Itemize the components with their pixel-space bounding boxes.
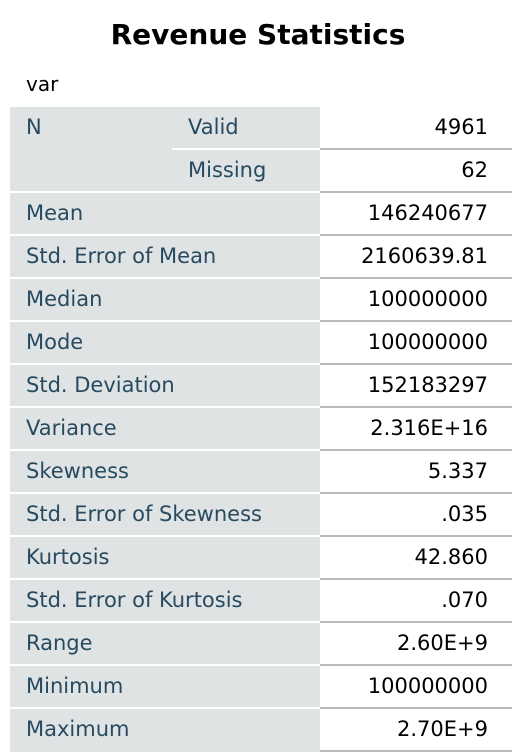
row-label-mode: Mode xyxy=(10,321,320,365)
cell-value-median: 100000000 xyxy=(320,278,512,322)
table-row: Median 100000000 xyxy=(10,278,512,322)
cell-value-minimum: 100000000 xyxy=(320,665,512,709)
row-label-mean: Mean xyxy=(10,192,320,236)
table-row: Std. Deviation 152183297 xyxy=(10,364,512,408)
cell-value-mean: 146240677 xyxy=(320,192,512,236)
cell-value-missing: 62 xyxy=(320,149,512,193)
table-row: Mean 146240677 xyxy=(10,192,512,236)
row-label-maximum: Maximum xyxy=(10,708,320,752)
row-label-std-error-skewness: Std. Error of Skewness xyxy=(10,493,320,537)
cell-value-maximum: 2.70E+9 xyxy=(320,708,512,752)
cell-value-range: 2.60E+9 xyxy=(320,622,512,666)
table-row: Std. Error of Skewness .035 xyxy=(10,493,512,537)
cell-value-std-deviation: 152183297 xyxy=(320,364,512,408)
table-row: Std. Error of Mean 2160639.81 xyxy=(10,235,512,279)
variable-name: var xyxy=(26,72,59,96)
row-label-std-deviation: Std. Deviation xyxy=(10,364,320,408)
row-label-median: Median xyxy=(10,278,320,322)
row-label-std-error-mean: Std. Error of Mean xyxy=(10,235,320,279)
row-sublabel-missing: Missing xyxy=(172,149,320,193)
table-row: Range 2.60E+9 xyxy=(10,622,512,666)
row-label-kurtosis: Kurtosis xyxy=(10,536,320,580)
table-row: Minimum 100000000 xyxy=(10,665,512,709)
cell-value-std-error-kurtosis: .070 xyxy=(320,579,512,623)
cell-value-kurtosis: 42.860 xyxy=(320,536,512,580)
cell-value-skewness: 5.337 xyxy=(320,450,512,494)
row-label-std-error-kurtosis: Std. Error of Kurtosis xyxy=(10,579,320,623)
table-row: Kurtosis 42.860 xyxy=(10,536,512,580)
table-row: Mode 100000000 xyxy=(10,321,512,365)
table-title: Revenue Statistics xyxy=(110,18,406,51)
cell-value-std-error-skewness: .035 xyxy=(320,493,512,537)
row-label-n: N xyxy=(10,107,172,193)
row-label-skewness: Skewness xyxy=(10,450,320,494)
table-row: N Valid 4961 xyxy=(10,107,512,193)
table-row: Variance 2.316E+16 xyxy=(10,407,512,451)
row-label-minimum: Minimum xyxy=(10,665,320,709)
statistics-table: N Valid 4961 Missing 62 Mean 146240677 S… xyxy=(10,107,512,752)
table-row: Skewness 5.337 xyxy=(10,450,512,494)
cell-value-valid: 4961 xyxy=(320,107,512,150)
table-row: Missing 62 xyxy=(10,149,512,193)
cell-value-std-error-mean: 2160639.81 xyxy=(320,235,512,279)
table-row: Std. Error of Kurtosis .070 xyxy=(10,579,512,623)
table-row: Maximum 2.70E+9 xyxy=(10,708,512,752)
cell-value-mode: 100000000 xyxy=(320,321,512,365)
row-label-variance: Variance xyxy=(10,407,320,451)
row-sublabel-valid: Valid xyxy=(172,107,320,150)
cell-value-variance: 2.316E+16 xyxy=(320,407,512,451)
row-label-range: Range xyxy=(10,622,320,666)
